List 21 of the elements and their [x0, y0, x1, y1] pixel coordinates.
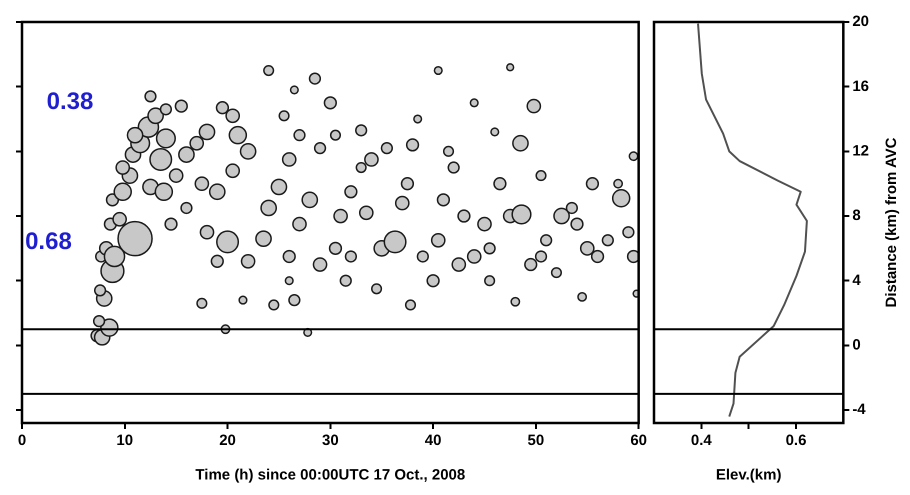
- x-tick-label: 60: [630, 432, 647, 450]
- y-axis-title: Distance (km) from AVC: [883, 137, 900, 308]
- x-tick-label: 0.6: [786, 432, 806, 450]
- annotation: 0.38: [46, 88, 94, 115]
- x-tick-label: 30: [322, 432, 339, 450]
- annotation: 0.68: [25, 228, 72, 256]
- y-tick-label: 20: [852, 13, 870, 30]
- x-tick-label: 50: [528, 432, 544, 450]
- y-tick-label: 8: [852, 207, 861, 224]
- y-tick-label: 0: [852, 336, 861, 354]
- x-tick-label: 20: [219, 432, 236, 450]
- y-tick-label: 16: [852, 78, 870, 95]
- x-axis-title: Elev.(km): [716, 466, 782, 484]
- y-tick-label: 12: [852, 142, 870, 160]
- y-tick-label: 4: [852, 272, 862, 289]
- x-tick-label: 0: [18, 432, 26, 450]
- x-tick-label: 0.4: [690, 432, 712, 450]
- x-axis-title: Time (h) since 00:00UTC 17 Oct., 2008: [195, 466, 466, 484]
- x-tick-label: 40: [424, 432, 442, 450]
- y-tick-label: -4: [852, 401, 866, 418]
- x-tick-label: 10: [116, 432, 134, 450]
